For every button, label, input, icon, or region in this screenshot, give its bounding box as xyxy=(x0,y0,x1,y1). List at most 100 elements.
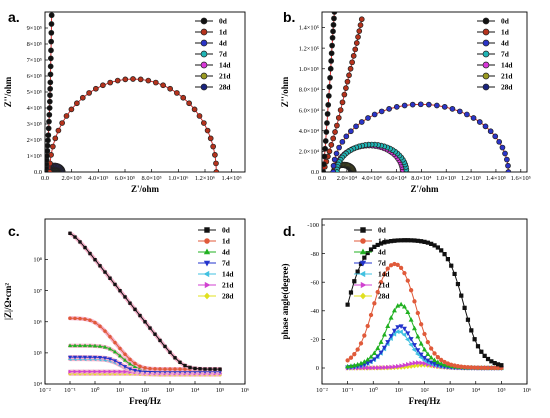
data-point xyxy=(82,343,88,348)
data-point xyxy=(123,369,128,374)
data-point xyxy=(93,369,98,374)
data-point xyxy=(371,111,378,118)
x-tick-label: 1.0×10⁵ xyxy=(436,175,456,182)
y-tick-label: 10⁷ xyxy=(33,288,42,295)
series-0d xyxy=(68,231,222,372)
y-tick-label: 1.4×10⁵ xyxy=(299,25,319,32)
data-point xyxy=(118,369,123,374)
data-point xyxy=(88,318,92,323)
data-point xyxy=(160,82,166,89)
data-point xyxy=(442,252,447,257)
y-axis-label: Z''/ohm xyxy=(280,76,290,107)
data-point xyxy=(213,169,220,172)
data-point xyxy=(382,240,387,245)
data-point xyxy=(46,118,52,125)
legend-entry: 21d xyxy=(501,72,513,81)
data-point xyxy=(86,90,92,96)
data-point xyxy=(487,128,494,135)
y-tick-label: 10⁵ xyxy=(33,350,42,357)
data-point xyxy=(391,328,397,334)
y-tick-label: 10⁶ xyxy=(33,319,42,326)
data-point xyxy=(138,364,142,369)
data-point xyxy=(432,357,438,363)
data-point xyxy=(163,367,167,371)
data-point xyxy=(334,122,340,129)
data-point xyxy=(158,367,162,371)
data-point xyxy=(505,169,512,172)
y-axis-label: Z''/ohm xyxy=(3,76,13,107)
data-point xyxy=(379,365,384,371)
data-point xyxy=(168,367,172,371)
data-point xyxy=(353,40,360,46)
data-point xyxy=(385,266,390,271)
data-point xyxy=(422,361,428,367)
legend-entry: 7d xyxy=(219,50,228,59)
data-point xyxy=(330,162,337,169)
legend-entry: 14d xyxy=(378,270,390,279)
legend-entry: 28d xyxy=(501,83,513,92)
series-0d xyxy=(322,12,338,172)
data-point xyxy=(158,338,162,343)
data-point xyxy=(97,356,103,360)
series-1d xyxy=(46,76,220,172)
legend-entry: 1d xyxy=(222,237,231,246)
data-point xyxy=(328,50,335,57)
data-point xyxy=(385,364,391,370)
data-point xyxy=(369,365,374,371)
data-point xyxy=(47,55,54,62)
data-point xyxy=(324,111,331,117)
legend-entry: 28d xyxy=(219,83,231,92)
data-point xyxy=(48,21,55,27)
legend-entry: 21d xyxy=(378,281,390,290)
data-point xyxy=(98,324,102,329)
data-point xyxy=(59,120,65,126)
data-point xyxy=(325,93,332,99)
data-point xyxy=(114,77,121,84)
data-point xyxy=(365,323,370,329)
data-point xyxy=(203,367,207,371)
data-point xyxy=(112,359,118,364)
data-point xyxy=(351,362,357,368)
data-point xyxy=(83,369,88,374)
data-point xyxy=(368,247,374,252)
data-point xyxy=(435,359,441,365)
data-point xyxy=(372,365,378,371)
data-point xyxy=(425,351,431,356)
plot-frame xyxy=(321,11,528,173)
data-point xyxy=(47,85,54,92)
legend-entry: 1d xyxy=(219,28,228,37)
data-point xyxy=(445,257,450,262)
x-tick-label: 4.0×10⁴ xyxy=(362,175,383,182)
data-point xyxy=(401,303,407,309)
x-axis-label: Freq/Hz xyxy=(129,396,161,406)
data-point xyxy=(398,265,404,271)
legend-marker xyxy=(482,50,490,58)
x-tick-label: 8.0×10⁵ xyxy=(142,175,162,182)
legend-entry: 28d xyxy=(378,292,390,301)
y-tick-label: 5×10⁵ xyxy=(27,89,42,96)
legend-entry: 0d xyxy=(222,226,231,235)
y-tick-label: 1.0×10⁵ xyxy=(299,66,319,73)
data-point xyxy=(73,316,77,321)
data-point xyxy=(425,339,430,345)
x-tick-label: 10³ xyxy=(446,387,454,394)
data-point xyxy=(356,28,363,34)
data-point xyxy=(348,363,354,368)
data-point xyxy=(415,351,420,357)
data-point xyxy=(408,337,414,342)
data-point xyxy=(67,355,73,360)
data-point xyxy=(411,325,417,331)
data-point xyxy=(168,350,172,355)
x-tick-label: 10⁻¹ xyxy=(342,387,354,394)
data-point xyxy=(389,364,394,370)
data-point xyxy=(482,123,489,130)
data-point xyxy=(193,366,197,371)
data-point xyxy=(399,363,404,369)
x-tick-label: 10³ xyxy=(166,387,174,394)
data-point xyxy=(118,288,122,293)
data-point xyxy=(422,331,427,337)
data-point xyxy=(47,79,54,86)
x-tick-label: 1.2×10⁵ xyxy=(461,175,481,182)
data-point xyxy=(372,301,377,306)
